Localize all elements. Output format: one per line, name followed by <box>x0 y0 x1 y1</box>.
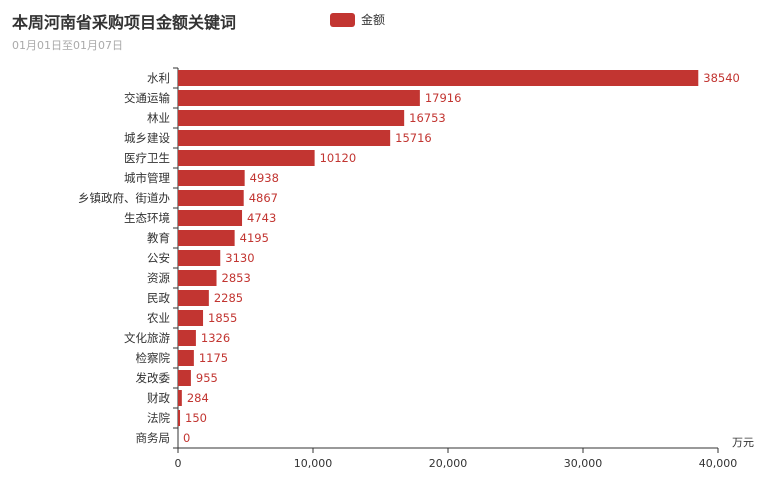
y-tick-label: 发改委 <box>136 371 171 385</box>
bar <box>178 230 235 246</box>
legend-swatch <box>330 12 355 27</box>
bar <box>178 370 191 386</box>
legend-item[interactable]: 金额 <box>330 11 385 28</box>
bar-value-label: 0 <box>183 431 190 445</box>
x-tick-label: 10,000 <box>294 457 333 470</box>
bar <box>178 350 194 366</box>
chart-title: 本周河南省采购项目金额关键词 <box>12 13 237 32</box>
y-tick-label: 商务局 <box>136 431 171 445</box>
y-tick-label: 民政 <box>147 291 170 305</box>
bar <box>178 410 181 426</box>
bar-value-label: 4195 <box>240 231 269 245</box>
bar-value-label: 2285 <box>214 291 243 305</box>
bar <box>178 190 244 206</box>
x-tick-label: 0 <box>175 457 182 470</box>
bar-value-label: 38540 <box>703 71 740 85</box>
bar-value-label: 4743 <box>247 211 276 225</box>
bar <box>178 90 420 106</box>
bar-value-label: 15716 <box>395 131 432 145</box>
bar <box>178 290 209 306</box>
bar <box>178 210 243 226</box>
bar <box>178 330 196 346</box>
bar-value-label: 17916 <box>425 91 462 105</box>
bar-value-label: 10120 <box>320 151 357 165</box>
y-tick-label: 文化旅游 <box>124 331 170 345</box>
bar <box>178 250 221 266</box>
bar-value-label: 1855 <box>208 311 237 325</box>
bar-value-label: 1326 <box>201 331 230 345</box>
y-tick-label: 财政 <box>147 391 170 405</box>
y-tick-label: 城乡建设 <box>124 131 170 145</box>
bar <box>178 130 391 146</box>
bar-value-label: 4938 <box>250 171 279 185</box>
bar-value-label: 3130 <box>225 251 254 265</box>
bar <box>178 390 182 406</box>
bar-value-label: 284 <box>187 391 209 405</box>
bar-value-label: 16753 <box>409 111 446 125</box>
x-axis-name: 万元 <box>732 436 754 449</box>
bar-value-label: 4867 <box>249 191 278 205</box>
legend-label: 金额 <box>361 13 386 27</box>
bar <box>178 150 315 166</box>
bar-value-label: 2853 <box>222 271 251 285</box>
y-tick-label: 林业 <box>147 111 170 125</box>
y-tick-label: 生态环境 <box>124 211 170 225</box>
bar-value-label: 955 <box>196 371 218 385</box>
y-tick-label: 检察院 <box>136 351 171 365</box>
bar <box>178 170 245 186</box>
bar <box>178 70 699 86</box>
y-tick-label: 农业 <box>147 311 170 325</box>
y-tick-label: 法院 <box>147 411 170 425</box>
bar-value-label: 150 <box>185 411 207 425</box>
y-tick-label: 教育 <box>147 231 170 245</box>
x-tick-label: 30,000 <box>564 457 603 470</box>
y-tick-label: 公安 <box>147 251 170 265</box>
chart-subtitle: 01月01日至01月07日 <box>12 39 123 52</box>
bar <box>178 110 405 126</box>
y-tick-label: 乡镇政府、街道办 <box>78 191 170 205</box>
bar <box>178 310 204 326</box>
y-tick-label: 城市管理 <box>124 171 170 185</box>
bar-value-label: 1175 <box>199 351 228 365</box>
x-tick-label: 40,000 <box>699 457 738 470</box>
y-tick-label: 医疗卫生 <box>124 151 170 165</box>
y-tick-label: 交通运输 <box>124 91 170 105</box>
x-tick-label: 20,000 <box>429 457 468 470</box>
y-tick-label: 资源 <box>147 271 170 285</box>
y-tick-label: 水利 <box>147 71 170 85</box>
bar <box>178 270 217 286</box>
